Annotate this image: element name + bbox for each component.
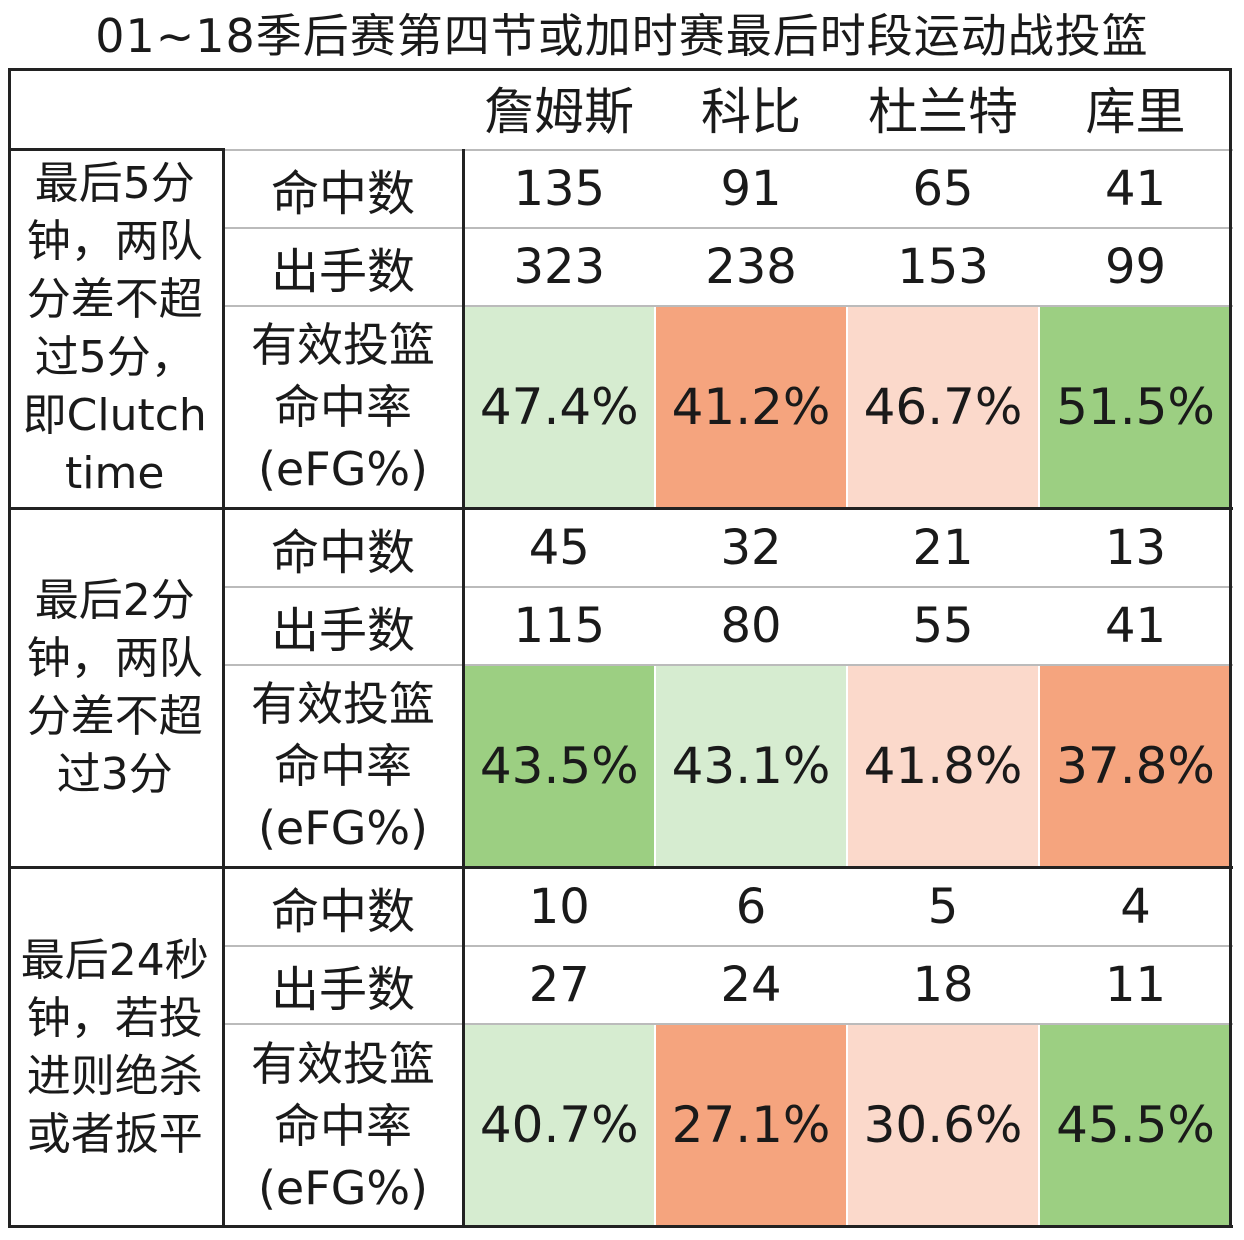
group-label-line: 钟，若投 [26, 992, 203, 1044]
header-row: 詹姆斯 科比 杜兰特 库里 [8, 68, 1232, 151]
attempts-value: 24 [654, 945, 848, 1025]
made-value: 21 [846, 507, 1040, 588]
attempts-value: 153 [846, 227, 1040, 308]
attempts-value: 11 [1038, 945, 1233, 1025]
made-value: 135 [462, 148, 656, 229]
metric-efg-line: 有效投篮 [251, 1036, 435, 1091]
metric-efg: 有效投篮命中率 (eFG%) [221, 1023, 465, 1227]
group-label: 最后2分钟，两队分差不超过3分 [8, 507, 223, 868]
efg-value: 41.8% [846, 664, 1040, 869]
metric-efg-line: (eFG%) [257, 442, 428, 497]
stats-table-body: 詹姆斯 科比 杜兰特 库里 最后5分 钟，两队 分差不超 过5分， 即Clutch tim… [8, 68, 1233, 1228]
efg-value: 43.5% [462, 664, 656, 869]
metric-efg-line: 命中率 [274, 738, 412, 793]
player-header: 库里 [1039, 68, 1232, 151]
metric-made: 命中数 [221, 865, 465, 947]
metric-efg: 有效投篮命中率 (eFG%) [221, 306, 465, 509]
group-label-line: 过3分 [56, 749, 173, 801]
attempts-value: 80 [654, 586, 848, 666]
made-value: 32 [654, 507, 848, 588]
table-row: 出手数 323 238 153 99 [8, 227, 1233, 308]
metric-efg-line: 命中率 [274, 380, 412, 435]
made-value: 65 [846, 148, 1040, 229]
group-label-line: 钟，两队 [26, 216, 203, 268]
attempts-value: 115 [462, 586, 656, 666]
metric-efg-line: (eFG%) [257, 1160, 428, 1215]
made-value: 45 [462, 507, 656, 588]
efg-value: 27.1% [654, 1023, 848, 1228]
metric-efg-line: (eFG%) [257, 800, 428, 855]
table-row: 出手数 115 80 55 41 [8, 586, 1233, 666]
efg-value: 47.4% [462, 306, 656, 511]
made-value: 13 [1038, 507, 1233, 588]
efg-value: 37.8% [1038, 664, 1233, 869]
attempts-value: 18 [846, 945, 1040, 1025]
group-label-line: 最后5分 [34, 158, 195, 210]
made-value: 10 [462, 865, 656, 947]
stats-table: 詹姆斯 科比 杜兰特 库里 最后5分 钟，两队 分差不超 过5分， 即Clutch tim… [8, 68, 1233, 1228]
attempts-value: 41 [1038, 586, 1233, 666]
group-label: 最后24秒钟，若投进则绝杀或者扳平 [8, 865, 223, 1227]
table-row: 最后2分 钟，两队 分差不超 过3分 命中数 45 32 21 13 [8, 507, 1233, 868]
header-corner [8, 68, 463, 150]
attempts-value: 238 [654, 227, 848, 308]
player-header: 杜兰特 [847, 68, 1039, 151]
metric-efg: 有效投篮命中率 (eFG%) [221, 664, 465, 868]
group-label-line: 或者扳平 [26, 1108, 203, 1160]
metric-attempts: 出手数 [221, 227, 465, 308]
efg-value: 45.5% [1038, 1023, 1233, 1228]
group-label-line: 分差不超 [26, 274, 203, 326]
player-header: 科比 [655, 68, 847, 151]
made-value: 4 [1038, 865, 1233, 947]
metric-attempts: 出手数 [221, 945, 465, 1025]
group-label-line: time [65, 448, 165, 500]
metric-made: 命中数 [221, 507, 465, 588]
attempts-value: 27 [462, 945, 656, 1025]
metric-attempts: 出手数 [221, 586, 465, 666]
metric-efg-line: 命中率 [274, 1098, 412, 1153]
group-label-line: 最后24秒 [20, 934, 209, 986]
efg-value: 51.5% [1038, 306, 1233, 511]
efg-value: 30.6% [846, 1023, 1040, 1228]
table-row: 有效投篮命中率 (eFG%) 47.4% 41.2% 46.7% 51.5% [8, 306, 1233, 511]
efg-value: 41.2% [654, 306, 848, 511]
efg-value: 43.1% [654, 664, 848, 869]
made-value: 6 [654, 865, 848, 947]
group-label-line: 过5分， [34, 332, 195, 384]
player-header: 詹姆斯 [463, 68, 655, 151]
made-value: 5 [846, 865, 1040, 947]
table-row: 出手数 27 24 18 11 [8, 945, 1233, 1025]
metric-efg-line: 有效投篮 [251, 318, 435, 373]
table-row: 最后5分钟，两队分差不超过5分， 即Clutch time 命中数 135 91 65 41 [8, 148, 1233, 509]
group-label: 最后5分钟，两队分差不超过5分， 即Clutch time [8, 148, 223, 509]
group-label-line: 分差不超 [26, 691, 203, 743]
table-row: 有效投篮命中率 (eFG%) 43.5% 43.1% 41.8% 37.8% [8, 664, 1233, 869]
group-label-line: 钟，两队 [26, 633, 203, 685]
group-label-line: 即Clutch [22, 390, 207, 442]
table-row: 有效投篮命中率 (eFG%) 40.7% 27.1% 30.6% 45.5% [8, 1023, 1233, 1228]
efg-value: 46.7% [846, 306, 1040, 511]
table-row: 最后24秒 钟，若投 进则绝杀 或者扳平 命中数 10 6 5 4 [8, 865, 1233, 1227]
group-label-line: 进则绝杀 [26, 1050, 203, 1102]
group-label-line: 最后2分 [34, 575, 195, 627]
attempts-value: 323 [462, 227, 656, 308]
made-value: 91 [654, 148, 848, 229]
metric-efg-line: 有效投篮 [251, 676, 435, 731]
attempts-value: 55 [846, 586, 1040, 666]
made-value: 41 [1038, 148, 1233, 229]
efg-value: 40.7% [462, 1023, 656, 1228]
metric-made: 命中数 [221, 148, 465, 229]
page-title: 01~18季后赛第四节或加时赛最后时段运动战投篮 [95, 9, 1149, 63]
attempts-value: 99 [1038, 227, 1233, 308]
